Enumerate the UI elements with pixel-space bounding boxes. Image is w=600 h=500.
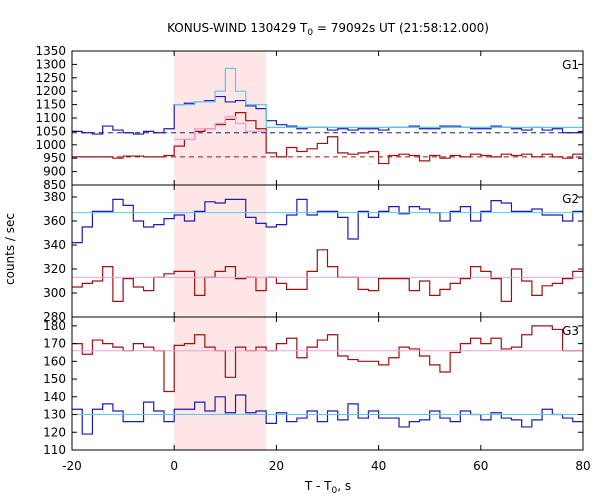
x-tick-label: 60 <box>473 459 488 473</box>
series-step-pink <box>174 116 267 141</box>
y-tick-label: 850 <box>43 178 66 192</box>
chart-title: KONUS-WIND 130429 T0 = 79092s UT (21:58:… <box>167 21 489 38</box>
x-tick-label: 20 <box>269 459 284 473</box>
y-tick-label: 1000 <box>35 138 66 152</box>
panel-g1: 8509009501000105011001150120012501300135… <box>35 44 584 192</box>
series-step-cyan <box>174 67 583 128</box>
x-tick-label: 80 <box>575 459 590 473</box>
chart-title-pre: KONUS-WIND 130429 T <box>167 21 308 35</box>
y-tick-label: 380 <box>43 190 66 204</box>
y-tick-label: 110 <box>43 443 66 457</box>
y-tick-label: 170 <box>43 337 66 351</box>
series-step-blue <box>72 95 583 135</box>
y-tick-label: 160 <box>43 354 66 368</box>
panel-frame <box>71 316 584 451</box>
y-tick-label: 360 <box>43 214 66 228</box>
panel-series <box>72 325 583 435</box>
panel-label: G2 <box>562 192 579 206</box>
panel-label: G1 <box>562 58 579 72</box>
y-tick-label: 1350 <box>35 44 66 58</box>
y-tick-label: 950 <box>43 151 66 165</box>
y-tick-label: 1200 <box>35 84 66 98</box>
y-tick-label: 180 <box>43 319 66 333</box>
x-tick-label: 40 <box>371 459 386 473</box>
series-step-red <box>72 112 583 165</box>
series-step-blue <box>72 198 583 244</box>
panel-series <box>72 67 583 165</box>
series-step-red <box>72 325 583 393</box>
series-step-red <box>72 249 583 302</box>
y-tick-label: 340 <box>43 238 66 252</box>
chart-title-post: = 79092s UT (21:58:12.000) <box>313 21 489 35</box>
series-step-blue <box>72 394 583 435</box>
panel-g3: 110 120 130 140 150 160 170 180 G3 <box>43 316 584 457</box>
highlight-band <box>174 51 267 450</box>
y-tick-label: 1100 <box>35 111 66 125</box>
y-tick-label: 1150 <box>35 98 66 112</box>
x-axis-title-post: , s <box>337 479 351 493</box>
y-tick-label: 1250 <box>35 71 66 85</box>
y-tick-label: 1050 <box>35 124 66 138</box>
y-tick-label: 300 <box>43 286 66 300</box>
y-tick-label: 130 <box>43 408 66 422</box>
panel-label: G3 <box>562 324 579 338</box>
y-tick-label: 150 <box>43 372 66 386</box>
y-tick-label: 120 <box>43 425 66 439</box>
x-axis-title: T - T0, s <box>304 479 351 496</box>
panel-series <box>72 198 583 302</box>
x-tick-label: 0 <box>170 459 178 473</box>
y-tick-label: 280 <box>43 310 66 324</box>
y-tick-label: 1300 <box>35 57 66 71</box>
panel-g2: 280 300 320 340 360 380 G2 <box>43 184 584 324</box>
y-axis-title: counts / sec <box>3 213 17 285</box>
x-axis-title-pre: T - T <box>304 479 332 493</box>
y-tick-label: 140 <box>43 390 66 404</box>
y-tick-label: 900 <box>43 165 66 179</box>
y-tick-label: 320 <box>43 262 66 276</box>
x-tick-label: -20 <box>62 459 82 473</box>
x-axis-title-sub: 0 <box>332 486 338 496</box>
panel-frame <box>71 50 584 186</box>
chart-title-sub: 0 <box>307 28 313 38</box>
